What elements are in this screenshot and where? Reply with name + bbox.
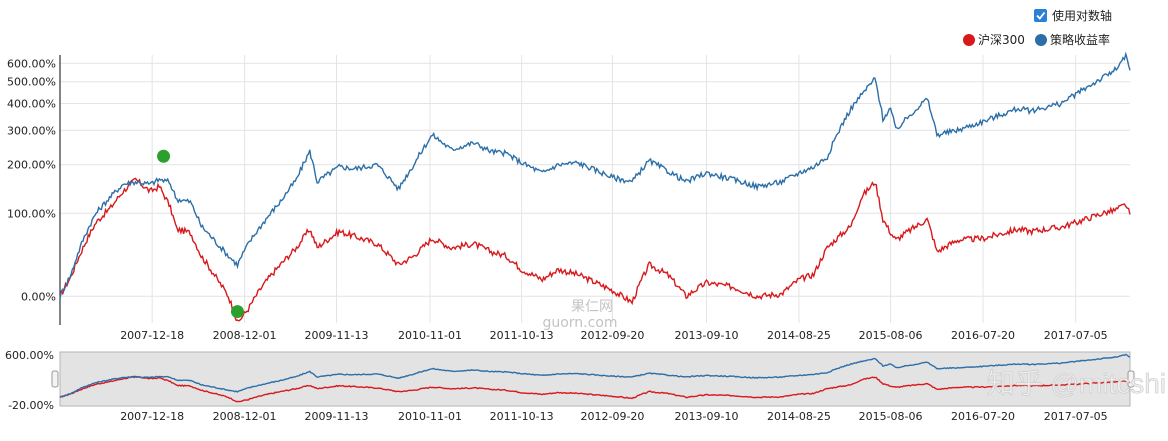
navigator-y-tick-label: -20.00% [8,399,54,412]
navigator-x-tick-label: 2011-10-13 [490,410,554,423]
watermark-corner: 知乎 @mitcshi [987,368,1166,399]
y-tick-label: 200.00% [7,159,56,172]
y-tick-label: 600.00% [7,57,56,70]
y-tick-label: 0.00% [21,290,56,303]
navigator-x-axis: 2007-12-18 2008-12-01 2009-11-13 2010-11-01… [120,410,1107,423]
navigator-series-benchmark [59,375,1131,403]
navigator-x-tick-label: 2017-07-05 [1044,410,1108,423]
main-series [59,51,1131,322]
x-tick-label: 2017-07-05 [1044,329,1108,342]
legend-item-strategy[interactable]: 策略收益率 [1035,32,1110,47]
x-tick-label: 2014-08-25 [767,329,831,342]
log-axis-label: 使用对数轴 [1052,8,1112,23]
y-tick-label: 500.00% [7,76,56,89]
navigator-series-strategy [59,353,1131,399]
main-grid [59,55,1130,325]
navigator-x-tick-label: 2009-11-13 [305,410,369,423]
trade-marker[interactable] [157,149,171,163]
x-tick-label: 2015-08-06 [859,329,923,342]
x-tick-label: 2016-07-20 [951,329,1015,342]
navigator[interactable]: 600.00% -20.00% [5,349,1135,412]
legend-swatch-icon [963,34,975,46]
navigator-window[interactable] [59,351,1131,407]
x-tick-label: 2009-11-13 [305,329,369,342]
x-tick-label: 2010-11-01 [398,329,462,342]
y-tick-label: 100.00% [7,207,56,220]
legend-label: 沪深300 [978,33,1025,47]
legend-item-benchmark[interactable]: 沪深300 [963,33,1025,47]
x-tick-label: 2007-12-18 [120,329,184,342]
trade-marker[interactable] [230,305,244,319]
series-line-strategy [59,51,1131,299]
series-line-benchmark [59,177,1131,322]
navigator-left-handle[interactable] [51,370,59,388]
watermark-center-title: 果仁网 [571,299,613,315]
navigator-x-tick-label: 2016-07-20 [951,410,1015,423]
x-tick-label: 2013-09-10 [675,329,739,342]
watermark-center-sub: guorn.com [542,315,617,331]
navigator-x-tick-label: 2012-09-20 [581,410,645,423]
markers [157,149,244,319]
x-tick-label: 2012-09-20 [581,329,645,342]
y-tick-label: 300.00% [7,124,56,137]
checkbox-icon[interactable] [1034,9,1047,22]
log-axis-toggle[interactable]: 使用对数轴 [1034,8,1112,23]
y-axis: 0.00% 100.00% 200.00% 300.00% 400.00% 500.00%… [7,57,56,303]
legend-swatch-icon [1035,34,1047,46]
navigator-x-tick-label: 2015-08-06 [859,410,923,423]
navigator-x-tick-label: 2010-11-01 [398,410,462,423]
navigator-y-tick-label: 600.00% [5,349,54,362]
navigator-x-tick-label: 2007-12-18 [120,410,184,423]
legend-label: 策略收益率 [1050,32,1110,47]
x-axis: 2007-12-18 2008-12-01 2009-11-13 2010-11-01… [120,329,1107,342]
watermark-center: 果仁网 guorn.com [542,299,617,331]
navigator-x-tick-label: 2013-09-10 [675,410,739,423]
legend: 沪深300 策略收益率 [963,32,1110,47]
x-tick-label: 2011-10-13 [490,329,554,342]
x-tick-label: 2008-12-01 [213,329,277,342]
navigator-x-tick-label: 2014-08-25 [767,410,831,423]
y-tick-label: 400.00% [7,98,56,111]
checkmark-icon [1036,11,1046,20]
navigator-x-tick-label: 2008-12-01 [213,410,277,423]
